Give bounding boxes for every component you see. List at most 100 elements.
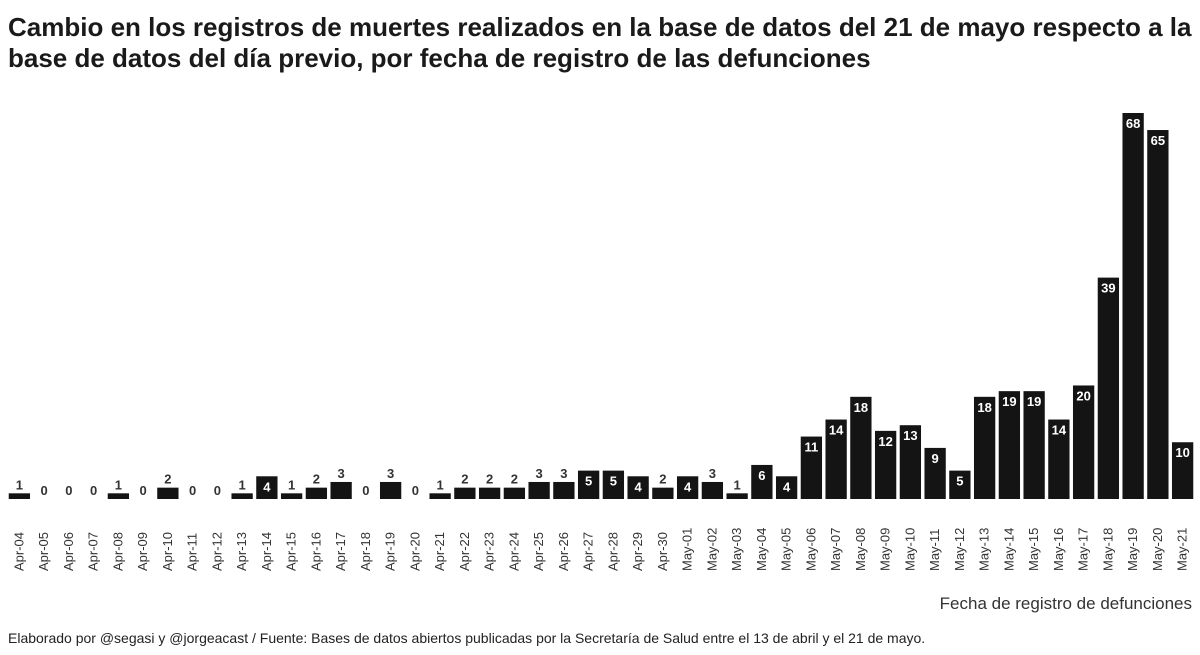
value-label-Apr-13: 1 xyxy=(239,477,246,492)
value-label-Apr-08: 1 xyxy=(115,477,122,492)
tick-label-Apr-13: Apr-13 xyxy=(234,532,249,571)
source-footer: Elaborado por @segasi y @jorgeacast / Fu… xyxy=(8,630,926,646)
value-label-Apr-07: 0 xyxy=(90,483,97,498)
tick-label-May-13: May-13 xyxy=(977,528,992,571)
value-label-May-03: 1 xyxy=(734,477,741,492)
value-label-May-06: 11 xyxy=(805,440,819,455)
value-label-May-08: 18 xyxy=(854,400,868,415)
bar-Apr-16 xyxy=(305,487,328,499)
value-label-Apr-10: 2 xyxy=(164,472,171,487)
bar-Apr-29 xyxy=(627,476,649,499)
value-label-Apr-29: 4 xyxy=(635,479,643,494)
bar-May-06 xyxy=(800,436,823,499)
bar-Apr-19 xyxy=(379,481,402,499)
value-label-May-10: 13 xyxy=(903,428,917,443)
bar-Apr-15 xyxy=(280,493,303,499)
value-label-May-16: 14 xyxy=(1052,423,1067,438)
value-label-Apr-19: 3 xyxy=(387,466,394,481)
tick-label-May-19: May-19 xyxy=(1125,528,1140,571)
bar-May-17 xyxy=(1072,385,1095,499)
value-label-Apr-18: 0 xyxy=(362,483,369,498)
tick-label-May-18: May-18 xyxy=(1100,528,1115,571)
value-label-Apr-26: 3 xyxy=(560,466,567,481)
tick-label-Apr-04: Apr-04 xyxy=(11,532,26,571)
value-label-May-14: 19 xyxy=(1002,394,1016,409)
value-label-Apr-11: 0 xyxy=(189,483,196,498)
bar-May-16 xyxy=(1048,419,1070,499)
tick-label-May-08: May-08 xyxy=(853,528,868,571)
tick-label-May-15: May-15 xyxy=(1026,528,1041,571)
value-label-Apr-27: 5 xyxy=(585,474,592,489)
value-label-May-04: 6 xyxy=(758,468,765,483)
bar-May-15 xyxy=(1023,391,1045,499)
bar-Apr-25 xyxy=(528,481,550,499)
tick-label-Apr-28: Apr-28 xyxy=(605,532,620,571)
value-label-May-19: 68 xyxy=(1126,116,1140,131)
tick-label-May-14: May-14 xyxy=(1001,528,1016,571)
value-label-May-18: 39 xyxy=(1101,281,1115,296)
bar-Apr-28 xyxy=(602,470,625,499)
bar-May-05 xyxy=(775,476,798,499)
tick-label-Apr-11: Apr-11 xyxy=(185,533,200,571)
bar-Apr-08 xyxy=(107,493,130,499)
tick-labels-group: Apr-04 Apr-05 Apr-06 Apr-07 Apr-08 Apr-09 Apr-… xyxy=(11,528,1189,571)
bar-May-11 xyxy=(924,447,946,499)
bar-May-04 xyxy=(751,464,773,499)
tick-label-May-11: May-11 xyxy=(927,529,942,571)
tick-label-Apr-07: Apr-07 xyxy=(86,532,101,571)
bar-May-18 xyxy=(1097,277,1120,499)
tick-label-Apr-12: Apr-12 xyxy=(209,532,224,571)
bar-Apr-26 xyxy=(553,481,575,499)
value-label-Apr-12: 0 xyxy=(214,483,221,498)
bar-May-10 xyxy=(899,425,922,499)
tick-label-Apr-10: Apr-10 xyxy=(160,532,175,571)
tick-label-May-10: May-10 xyxy=(902,528,917,571)
bar-Apr-23 xyxy=(478,487,501,499)
tick-label-May-12: May-12 xyxy=(952,528,967,571)
tick-label-May-04: May-04 xyxy=(754,528,769,571)
value-label-Apr-20: 0 xyxy=(412,483,419,498)
tick-label-May-09: May-09 xyxy=(878,528,893,571)
value-label-May-20: 65 xyxy=(1151,133,1165,148)
bar-May-20 xyxy=(1147,130,1169,499)
value-label-Apr-25: 3 xyxy=(536,466,543,481)
tick-label-May-02: May-02 xyxy=(704,528,719,571)
bar-May-08 xyxy=(850,396,872,499)
bar-May-01 xyxy=(676,476,699,499)
bar-Apr-21 xyxy=(429,493,451,499)
bar-Apr-22 xyxy=(454,487,476,499)
tick-label-May-20: May-20 xyxy=(1150,528,1165,571)
tick-label-Apr-17: Apr-17 xyxy=(333,532,348,571)
tick-label-Apr-27: Apr-27 xyxy=(581,532,596,571)
tick-label-May-03: May-03 xyxy=(729,528,744,571)
bar-May-02 xyxy=(701,481,724,499)
value-label-Apr-17: 3 xyxy=(338,466,345,481)
tick-label-Apr-30: Apr-30 xyxy=(655,532,670,571)
bar-Apr-17 xyxy=(330,481,352,499)
bar-May-03 xyxy=(726,493,748,499)
tick-label-Apr-21: Apr-21 xyxy=(432,532,447,571)
value-label-May-02: 3 xyxy=(709,466,716,481)
bar-Apr-13 xyxy=(231,493,253,499)
tick-label-Apr-29: Apr-29 xyxy=(630,532,645,571)
tick-label-Apr-23: Apr-23 xyxy=(482,532,497,571)
bar-Apr-30 xyxy=(652,487,674,499)
tick-label-Apr-24: Apr-24 xyxy=(506,532,521,571)
tick-label-Apr-22: Apr-22 xyxy=(457,532,472,571)
tick-label-May-01: May-01 xyxy=(680,528,695,571)
value-label-Apr-28: 5 xyxy=(610,474,617,489)
tick-label-Apr-06: Apr-06 xyxy=(61,532,76,571)
bar-May-14 xyxy=(998,391,1021,499)
bar-Apr-04 xyxy=(8,493,31,499)
value-label-May-13: 18 xyxy=(977,400,991,415)
value-label-Apr-21: 1 xyxy=(437,477,444,492)
tick-label-May-21: May-21 xyxy=(1175,528,1190,571)
bar-Apr-10 xyxy=(157,487,179,499)
value-label-May-07: 14 xyxy=(829,423,844,438)
value-label-May-09: 12 xyxy=(878,434,892,449)
tick-label-Apr-26: Apr-26 xyxy=(556,532,571,571)
tick-label-May-17: May-17 xyxy=(1076,528,1091,571)
tick-label-Apr-16: Apr-16 xyxy=(308,532,323,571)
